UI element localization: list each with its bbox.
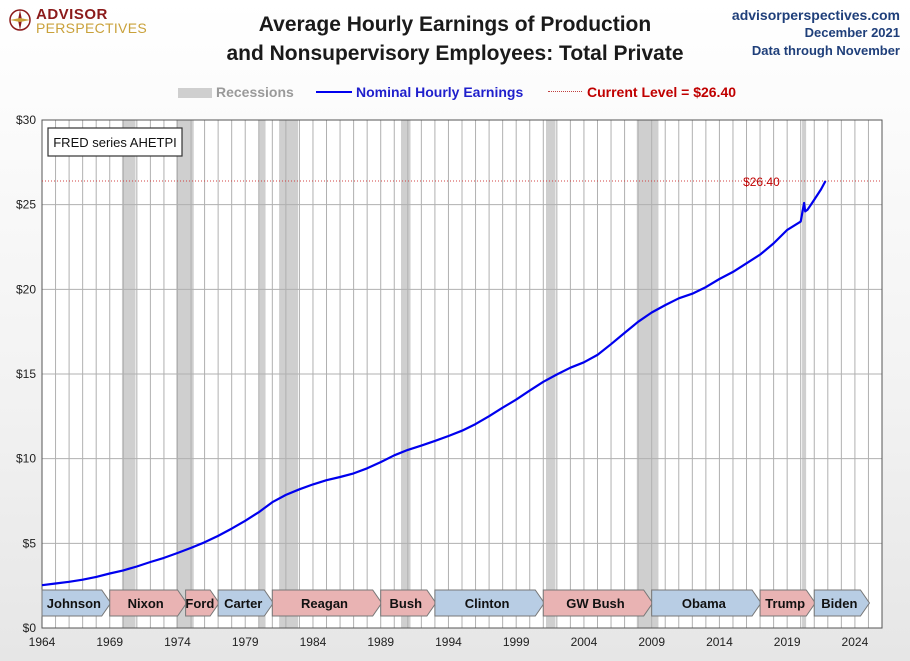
x-tick-label: 2009 (638, 635, 665, 649)
president-arrow (109, 589, 188, 617)
president-arrow (41, 589, 112, 617)
president-arrow (271, 589, 383, 617)
x-tick-label: 1974 (164, 635, 191, 649)
president-label: Reagan (301, 596, 348, 611)
legend-recession-swatch (178, 88, 212, 98)
y-tick-label: $10 (16, 452, 36, 466)
president-arrow (542, 589, 654, 617)
y-tick-label: $15 (16, 367, 36, 381)
x-tick-label: 1989 (367, 635, 394, 649)
x-tick-label: 1979 (232, 635, 259, 649)
source-site: advisorperspectives.com (731, 7, 900, 23)
legend-recession-label: Recessions (216, 84, 294, 100)
x-tick-label: 2014 (706, 635, 733, 649)
x-tick-label: 2024 (842, 635, 869, 649)
president-label: GW Bush (566, 596, 625, 611)
president-arrow (434, 589, 545, 617)
president-label: Nixon (128, 596, 164, 611)
chart-title: Average Hourly Earnings of Production an… (170, 10, 740, 68)
legend-current-swatch (548, 91, 582, 92)
plot-border (41, 119, 883, 629)
x-tick-label: 1964 (29, 635, 56, 649)
series-note-frame (47, 127, 183, 157)
logo-bottom-text: PERSPECTIVES (36, 20, 147, 36)
president-arrow (217, 589, 274, 617)
compass-icon (9, 9, 31, 31)
president-label: Clinton (465, 596, 510, 611)
x-tick-label: 1999 (503, 635, 530, 649)
legend-line-label: Nominal Hourly Earnings (356, 84, 524, 100)
president-arrow (813, 589, 871, 617)
x-tick-label: 2004 (571, 635, 598, 649)
x-tick-label: 2019 (774, 635, 801, 649)
president-label: Biden (821, 596, 857, 611)
y-tick-label: $0 (23, 621, 37, 635)
series-note-text: FRED series AHETPI (53, 135, 177, 150)
title-line-2: and Nonsupervisory Employees: Total Priv… (226, 42, 684, 65)
x-tick-label: 1969 (96, 635, 123, 649)
president-label: Ford (185, 596, 214, 611)
logo: ADVISOR PERSPECTIVES (8, 6, 148, 42)
y-tick-label: $25 (16, 198, 36, 212)
y-tick-label: $5 (23, 536, 37, 550)
legend-line-swatch (316, 91, 352, 93)
y-tick-label: $30 (16, 113, 36, 127)
president-label: Johnson (47, 596, 101, 611)
president-label: Obama (682, 596, 727, 611)
source-block: advisorperspectives.com December 2021 Da… (732, 6, 900, 60)
legend-current-label: Current Level = $26.40 (587, 84, 737, 100)
earnings-line (41, 180, 827, 587)
president-arrow (759, 589, 816, 617)
x-tick-label: 1984 (300, 635, 327, 649)
x-tick-label: 1994 (435, 635, 462, 649)
data-through: Data through November (751, 43, 900, 58)
title-line-1: Average Hourly Earnings of Production (258, 13, 652, 36)
logo-top-text: ADVISOR (36, 6, 108, 23)
source-date: December 2021 (804, 25, 900, 40)
president-label: Bush (390, 596, 423, 611)
current-level-label: $26.40 (743, 175, 780, 189)
legend: Recessions Nominal Hourly Earnings Curre… (0, 82, 910, 102)
president-label: Carter (224, 596, 262, 611)
president-arrow (185, 589, 220, 617)
y-tick-label: $20 (16, 282, 36, 296)
series-note-box: FRED series AHETPI (47, 127, 183, 157)
president-arrow (380, 589, 437, 617)
president-label: Trump (765, 596, 805, 611)
president-arrow (651, 589, 762, 617)
